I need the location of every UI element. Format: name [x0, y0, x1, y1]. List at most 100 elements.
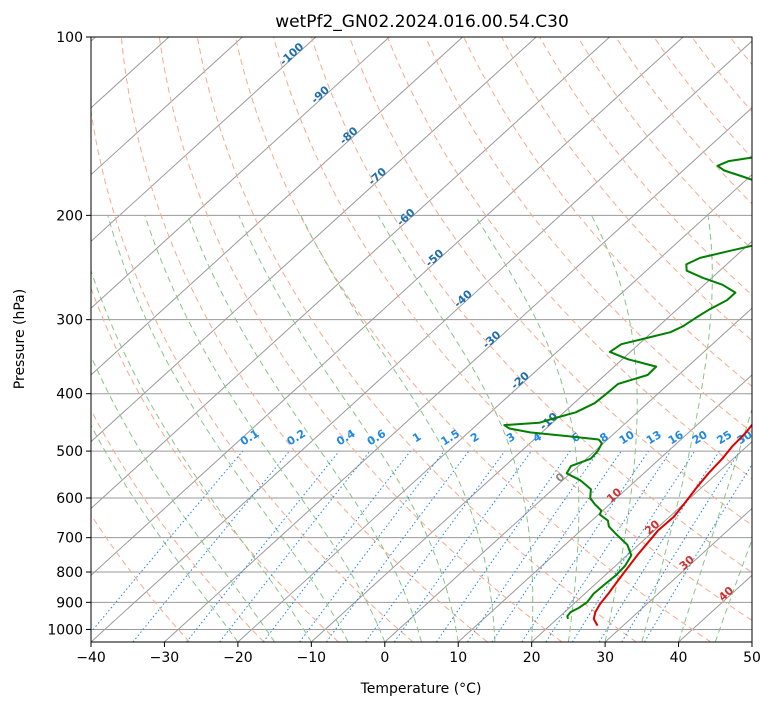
dry-adiabat-line — [158, 37, 563, 642]
moist-adiabat-line — [591, 215, 638, 642]
moist-adiabat-line — [107, 215, 349, 642]
dry-adiabat-line — [196, 37, 637, 642]
mixing-ratio-label: 36 — [755, 428, 775, 447]
y-tick-label: 800 — [56, 565, 83, 581]
y-tick-label: 600 — [56, 491, 83, 507]
isotherm-line — [91, 37, 537, 443]
mixing-ratio-line — [545, 450, 672, 642]
y-tick-label: 1000 — [47, 622, 83, 638]
y-tick-label: 400 — [56, 387, 83, 403]
isotherm-line — [751, 641, 752, 642]
mixing-ratio-label: 1.5 — [439, 427, 462, 448]
mixing-ratio-label: 0.6 — [365, 427, 389, 449]
isotherm-label: -40 — [451, 287, 475, 310]
isotherm-line — [91, 37, 317, 243]
temperature-line — [592, 423, 752, 627]
dry-adiabat-line — [234, 37, 712, 642]
mixing-ratio-label: 1 — [410, 430, 423, 445]
mixing-ratio-label: 10 — [617, 428, 637, 447]
moist-adiabat-line — [91, 424, 239, 642]
isotherm-label: 20 — [642, 517, 662, 537]
mixing-ratio-line — [365, 450, 506, 642]
isotherm-label: -10 — [537, 410, 561, 433]
mixing-ratio-line — [219, 450, 371, 642]
mixing-ratio-label: 0.2 — [285, 427, 308, 448]
mixing-ratio-label: 0.1 — [238, 427, 261, 448]
dry-adiabat-line — [768, 37, 775, 642]
isotherm-label: -60 — [394, 206, 418, 229]
dry-adiabat-line — [120, 37, 488, 642]
isotherm-line — [531, 441, 752, 642]
dry-adiabat-line — [653, 37, 752, 159]
mixing-ratio-line — [435, 450, 571, 642]
moist-adiabat-line — [91, 269, 312, 642]
isotherm-line — [384, 307, 752, 642]
mixing-ratio-line — [621, 450, 741, 642]
isotherm-line — [604, 507, 752, 642]
plot-frame — [90, 36, 753, 643]
x-tick-label: 40 — [670, 650, 688, 666]
x-tick-label: 50 — [743, 650, 761, 666]
moist-adiabat-line — [678, 407, 752, 642]
mixing-ratio-label: 2 — [468, 430, 481, 445]
dry-adiabat-line — [91, 408, 265, 642]
moist-adiabat-line — [474, 215, 580, 642]
y-tick-label: 500 — [56, 444, 83, 460]
dry-adiabat-line — [577, 37, 752, 250]
mixing-ratio-line — [132, 450, 290, 642]
background-lines — [91, 37, 775, 642]
isotherm-line — [91, 37, 464, 376]
isotherm-label: -80 — [337, 124, 361, 147]
x-tick-label: 20 — [523, 650, 541, 666]
y-tick-label: 200 — [56, 208, 83, 224]
dry-adiabat-line — [273, 37, 752, 621]
mixing-ratio-line — [466, 450, 600, 642]
x-tick-label: 0 — [380, 650, 389, 666]
dry-adiabat-line — [349, 37, 752, 526]
y-tick-label: 100 — [56, 30, 83, 46]
mixing-ratio-line — [521, 450, 649, 642]
isotherm-label: -30 — [480, 328, 504, 351]
chart-title: wetPf2_GN02.2024.016.00.54.C30 — [275, 12, 569, 32]
isotherm-line — [91, 37, 390, 309]
mixing-ratio-line — [299, 450, 445, 642]
isotherm-label: -100 — [277, 40, 306, 68]
mixing-ratio-label: 13 — [644, 428, 664, 447]
isotherm-line — [91, 40, 752, 642]
mixing-ratio-lines — [91, 450, 752, 642]
mixing-ratio-label: 25 — [714, 428, 734, 447]
y-tick-label: 700 — [56, 531, 83, 547]
x-axis-label: Temperature (°C) — [360, 681, 482, 697]
mixing-ratio-label: 0.4 — [334, 427, 358, 449]
moist-adiabat-line — [300, 215, 496, 642]
isotherm-line — [678, 574, 752, 642]
dry-adiabat-line — [311, 37, 752, 574]
mixing-ratio-label: 8 — [597, 430, 610, 445]
mixing-ratio-line — [598, 450, 720, 642]
y-axis-label: Pressure (hPa) — [12, 289, 28, 389]
dry-adiabat-line — [91, 286, 339, 642]
dry-adiabat-line — [91, 513, 190, 642]
line-labels: 0.1 0.2 0.4 0.6 1 1.5 2 3 4 6 8 10 13 16 20 25 30 36-100-… — [238, 40, 775, 604]
isotherm-label: -50 — [423, 247, 447, 270]
isotherm-line — [237, 173, 752, 642]
isotherm-line — [457, 374, 752, 642]
mixing-ratio-label: 16 — [666, 428, 686, 447]
moist-adiabat-line — [187, 215, 422, 642]
mixing-ratio-line — [262, 450, 411, 642]
isotherm-label: 10 — [604, 485, 624, 505]
mixing-ratio-label: 30 — [735, 428, 755, 447]
mixing-ratio-line — [491, 450, 622, 642]
x-tick-label: 30 — [596, 650, 614, 666]
isotherm-label: 30 — [677, 553, 697, 573]
isotherm-label: -70 — [366, 165, 390, 188]
moist-adiabat-line — [238, 215, 459, 642]
x-tick-label: −40 — [76, 650, 106, 666]
y-tick-label: 300 — [56, 313, 83, 329]
isotherm-line — [164, 107, 752, 642]
x-tick-label: 10 — [449, 650, 467, 666]
y-tick-label: 900 — [56, 595, 83, 611]
x-tick-label: −20 — [223, 650, 253, 666]
mixing-ratio-line — [393, 450, 532, 642]
